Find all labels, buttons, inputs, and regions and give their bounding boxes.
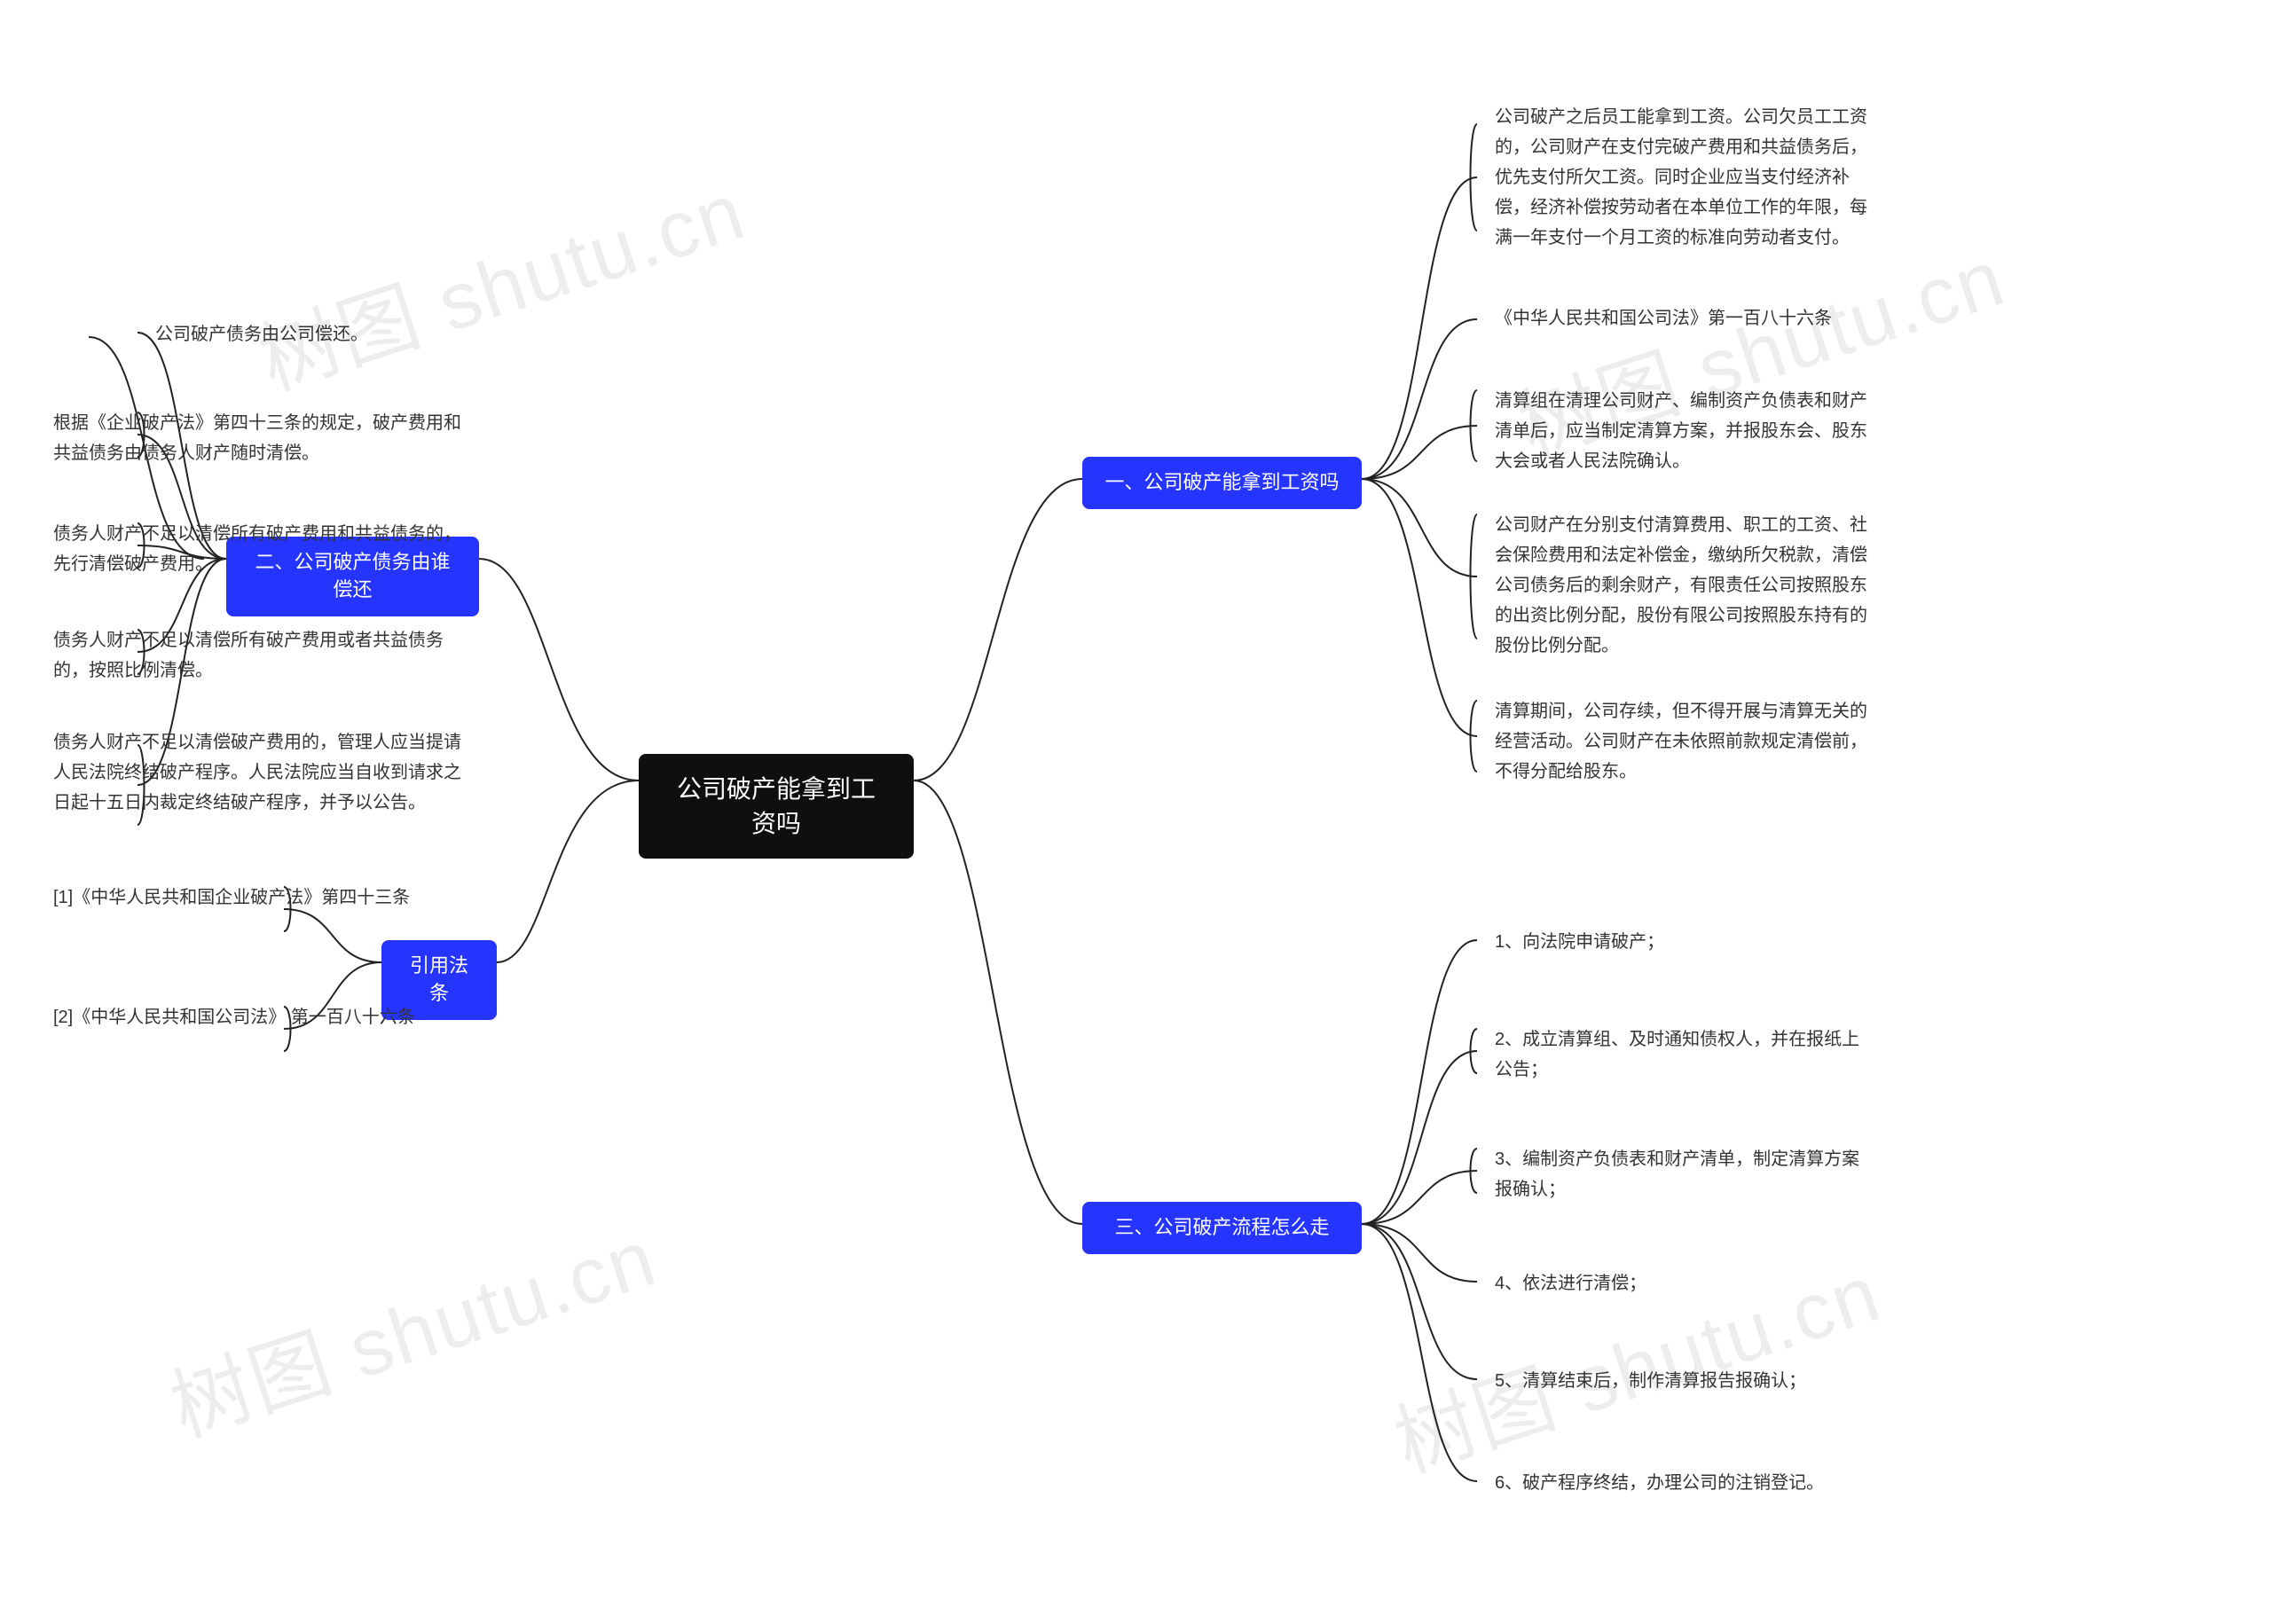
branch-1-leaf-1: 公司破产之后员工能拿到工资。公司欠员工工资的，公司财产在支付完破产费用和共益债务… [1495, 102, 1876, 253]
branch-3-leaf-2: 2、成立清算组、及时通知债权人，并在报纸上公告； [1495, 1024, 1876, 1085]
watermark: 树图 shutu.cn [154, 1194, 669, 1459]
watermark: 树图 shutu.cn [243, 147, 758, 412]
branch-3-leaf-5: 5、清算结束后，制作清算报告报确认； [1495, 1366, 1806, 1396]
branch-1-leaf-4: 公司财产在分别支付清算费用、职工的工资、社会保险费用和法定补偿金，缴纳所欠税款，… [1495, 510, 1876, 661]
branch-2-leaf-4: 债务人财产不足以清偿所有破产费用或者共益债务的，按照比例清偿。 [53, 625, 470, 686]
branch-1: 一、公司破产能拿到工资吗 [1082, 457, 1362, 509]
branch-3-leaf-3: 3、编制资产负债表和财产清单，制定清算方案报确认； [1495, 1144, 1876, 1204]
branch-1-leaf-2: 《中华人民共和国公司法》第一百八十六条 [1495, 303, 1832, 333]
branch-2-leaf-3: 债务人财产不足以清偿所有破产费用和共益债务的，先行清偿破产费用。 [53, 519, 470, 579]
branch-3-leaf-6: 6、破产程序终结，办理公司的注销登记。 [1495, 1468, 1824, 1498]
branch-3-leaf-1: 1、向法院申请破产； [1495, 927, 1664, 957]
branch-3: 三、公司破产流程怎么走 [1082, 1202, 1362, 1254]
root-node: 公司破产能拿到工资吗 [639, 754, 914, 859]
branch-law-leaf-2: [2]《中华人民共和国公司法》 第一百八十六条 [53, 1002, 415, 1032]
branch-2-leaf-2: 根据《企业破产法》第四十三条的规定，破产费用和共益债务由债务人财产随时清偿。 [53, 408, 470, 468]
branch-1-leaf-5: 清算期间，公司存续，但不得开展与清算无关的经营活动。公司财产在未依照前款规定清偿… [1495, 696, 1876, 787]
branch-3-leaf-4: 4、依法进行清偿； [1495, 1268, 1646, 1298]
branch-law-leaf-1: [1]《中华人民共和国企业破产法》第四十三条 [53, 883, 410, 913]
branch-2-leaf-1: 公司破产债务由公司偿还。 [155, 319, 368, 349]
branch-2-leaf-5: 债务人财产不足以清偿破产费用的，管理人应当提请人民法院终结破产程序。人民法院应当… [53, 727, 470, 818]
branch-1-leaf-3: 清算组在清理公司财产、编制资产负债表和财产清单后，应当制定清算方案，并报股东会、… [1495, 386, 1876, 476]
